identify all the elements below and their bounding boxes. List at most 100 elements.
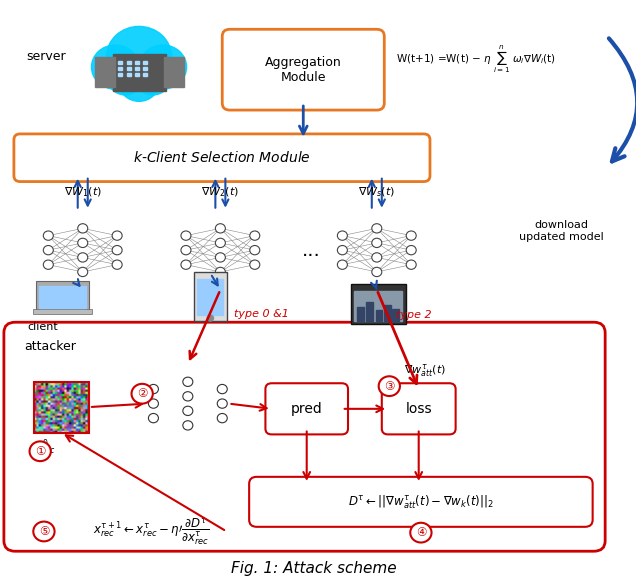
Text: server: server [27, 50, 66, 63]
Text: W(t+1) =W(t) $-$ $\eta$ $\sum_{i=1}^{n}$ $\omega_i\nabla W_i$(t): W(t+1) =W(t) $-$ $\eta$ $\sum_{i=1}^{n}$… [396, 44, 555, 75]
Circle shape [29, 442, 51, 461]
Text: attacker: attacker [25, 340, 76, 353]
Bar [118, 73, 122, 76]
Bar [36, 281, 89, 311]
Bar [164, 57, 184, 87]
Text: client: client [28, 322, 59, 332]
FancyBboxPatch shape [222, 29, 384, 110]
Circle shape [372, 238, 382, 248]
Circle shape [372, 267, 382, 277]
Text: loss: loss [405, 402, 432, 416]
Circle shape [181, 245, 191, 255]
Bar [135, 67, 139, 70]
FancyBboxPatch shape [4, 322, 605, 551]
Circle shape [112, 245, 122, 255]
Circle shape [148, 399, 158, 408]
Circle shape [250, 260, 259, 269]
Text: $\nabla W_s(t)$: $\nabla W_s(t)$ [358, 185, 395, 199]
Circle shape [216, 253, 225, 262]
Circle shape [148, 413, 158, 423]
Bar [135, 73, 139, 76]
Bar [135, 61, 139, 64]
Circle shape [183, 392, 193, 401]
Bar [366, 302, 373, 321]
Circle shape [410, 523, 432, 543]
Text: $x^{\tau+1}_{rec} \leftarrow x^{\tau}_{rec} - \eta\prime\dfrac{\partial D^{\tau}: $x^{\tau+1}_{rec} \leftarrow x^{\tau}_{r… [93, 516, 210, 547]
Circle shape [119, 64, 159, 102]
Circle shape [43, 231, 53, 240]
Bar [127, 61, 131, 64]
Circle shape [43, 260, 53, 269]
Circle shape [181, 231, 191, 240]
Circle shape [337, 231, 347, 240]
Circle shape [406, 231, 416, 240]
Bar [39, 286, 86, 308]
Circle shape [92, 45, 139, 89]
Circle shape [378, 376, 400, 396]
Bar [127, 73, 131, 76]
Circle shape [33, 522, 55, 541]
Text: $\nabla W_2(t)$: $\nabla W_2(t)$ [202, 185, 239, 199]
FancyBboxPatch shape [265, 383, 348, 434]
Circle shape [207, 315, 214, 321]
Bar [354, 291, 403, 321]
Text: type 2: type 2 [396, 310, 431, 320]
Circle shape [216, 224, 225, 233]
Text: ②: ② [137, 387, 148, 400]
Circle shape [183, 420, 193, 430]
Circle shape [78, 253, 88, 262]
Text: ⑤: ⑤ [39, 525, 49, 538]
Circle shape [181, 260, 191, 269]
Circle shape [135, 62, 170, 95]
Bar [357, 307, 364, 321]
Circle shape [148, 384, 158, 394]
FancyBboxPatch shape [382, 383, 455, 434]
Circle shape [216, 267, 225, 277]
Circle shape [112, 231, 122, 240]
Text: $\nabla w^{\tau}_{att}(t)$: $\nabla w^{\tau}_{att}(t)$ [404, 361, 446, 378]
Text: ③: ③ [384, 380, 394, 392]
Circle shape [106, 26, 172, 87]
Circle shape [183, 377, 193, 387]
Circle shape [372, 224, 382, 233]
Circle shape [78, 267, 88, 277]
Bar [95, 57, 115, 87]
Bar [118, 61, 122, 64]
Bar [143, 61, 147, 64]
Text: Aggregation
Module: Aggregation Module [265, 55, 342, 84]
FancyBboxPatch shape [14, 134, 430, 182]
Text: type 0 &1: type 0 &1 [233, 309, 289, 319]
Circle shape [406, 245, 416, 255]
Bar [118, 67, 122, 70]
Text: ①: ① [35, 445, 45, 458]
Circle shape [250, 231, 259, 240]
Bar [113, 54, 166, 92]
Circle shape [132, 384, 153, 404]
Circle shape [218, 384, 227, 394]
Bar [392, 309, 399, 321]
Bar [127, 67, 131, 70]
Bar [143, 73, 147, 76]
Text: $\nabla W_1(t)$: $\nabla W_1(t)$ [64, 185, 102, 199]
Text: $k$-Client Selection Module: $k$-Client Selection Module [133, 150, 311, 165]
Bar [197, 279, 223, 315]
Circle shape [216, 238, 225, 248]
Text: $D^{\tau} \leftarrow ||\nabla w^{\tau}_{att}(t) - \nabla w_k(t)||_2$: $D^{\tau} \leftarrow ||\nabla w^{\tau}_{… [348, 493, 494, 510]
Circle shape [107, 62, 143, 95]
Circle shape [372, 253, 382, 262]
Text: Fig. 1: Attack scheme: Fig. 1: Attack scheme [232, 561, 397, 576]
Bar [143, 67, 147, 70]
Bar [350, 284, 406, 324]
Circle shape [139, 45, 186, 89]
Circle shape [406, 260, 416, 269]
Bar [194, 272, 226, 321]
Text: $x^0_{rec}$: $x^0_{rec}$ [35, 437, 56, 457]
Circle shape [337, 260, 347, 269]
Text: ...: ... [301, 241, 321, 260]
Circle shape [337, 245, 347, 255]
Circle shape [78, 224, 88, 233]
Circle shape [112, 260, 122, 269]
Text: pred: pred [291, 402, 322, 416]
Circle shape [250, 245, 259, 255]
Bar [34, 381, 89, 433]
